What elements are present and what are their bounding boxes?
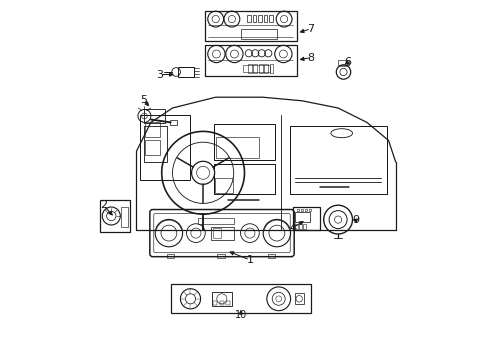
Bar	[217, 254, 224, 258]
Bar	[178, 67, 194, 77]
Text: 2: 2	[100, 200, 107, 210]
Bar	[167, 254, 174, 258]
Bar	[197, 218, 233, 224]
Bar	[212, 292, 231, 306]
Bar	[144, 109, 165, 123]
Bar	[219, 301, 224, 305]
Bar	[292, 207, 320, 230]
Bar	[170, 284, 310, 313]
Bar	[145, 140, 160, 155]
Bar	[289, 126, 386, 194]
Bar	[337, 60, 348, 65]
Bar	[204, 45, 296, 76]
Bar	[213, 164, 275, 194]
Bar	[252, 15, 256, 22]
Bar	[308, 209, 310, 211]
Text: 10: 10	[234, 310, 246, 320]
Text: 5: 5	[140, 95, 147, 105]
Text: 6: 6	[344, 57, 351, 67]
Bar	[215, 178, 232, 193]
Bar	[258, 15, 261, 22]
Bar	[101, 200, 130, 232]
Bar	[294, 293, 303, 304]
Bar	[241, 29, 276, 39]
Bar	[258, 64, 262, 73]
Bar	[215, 137, 258, 158]
Bar	[247, 15, 250, 22]
Bar	[145, 122, 160, 137]
Bar	[295, 224, 297, 229]
Text: 4: 4	[289, 222, 296, 233]
Bar	[247, 64, 251, 73]
Bar	[242, 65, 269, 72]
Bar	[300, 209, 303, 211]
Bar	[304, 209, 306, 211]
Bar	[299, 224, 301, 229]
Bar	[264, 64, 267, 73]
Bar	[267, 254, 275, 258]
Bar	[296, 209, 299, 211]
Bar	[253, 64, 257, 73]
Text: 7: 7	[307, 24, 314, 34]
Bar	[213, 301, 217, 305]
Bar	[295, 212, 309, 222]
Bar	[212, 228, 220, 238]
Bar	[213, 124, 275, 160]
Text: 9: 9	[351, 215, 358, 225]
Bar	[263, 15, 266, 22]
Bar	[170, 120, 177, 125]
Bar	[268, 15, 272, 22]
Bar	[121, 207, 127, 227]
Bar	[140, 115, 190, 180]
Bar	[225, 301, 230, 305]
Bar	[269, 64, 273, 73]
Bar	[211, 227, 234, 240]
Text: 8: 8	[307, 53, 314, 63]
Bar	[204, 11, 296, 41]
Bar	[143, 126, 167, 162]
Text: 1: 1	[246, 255, 253, 265]
Text: 3: 3	[156, 69, 163, 80]
Bar	[303, 224, 305, 229]
